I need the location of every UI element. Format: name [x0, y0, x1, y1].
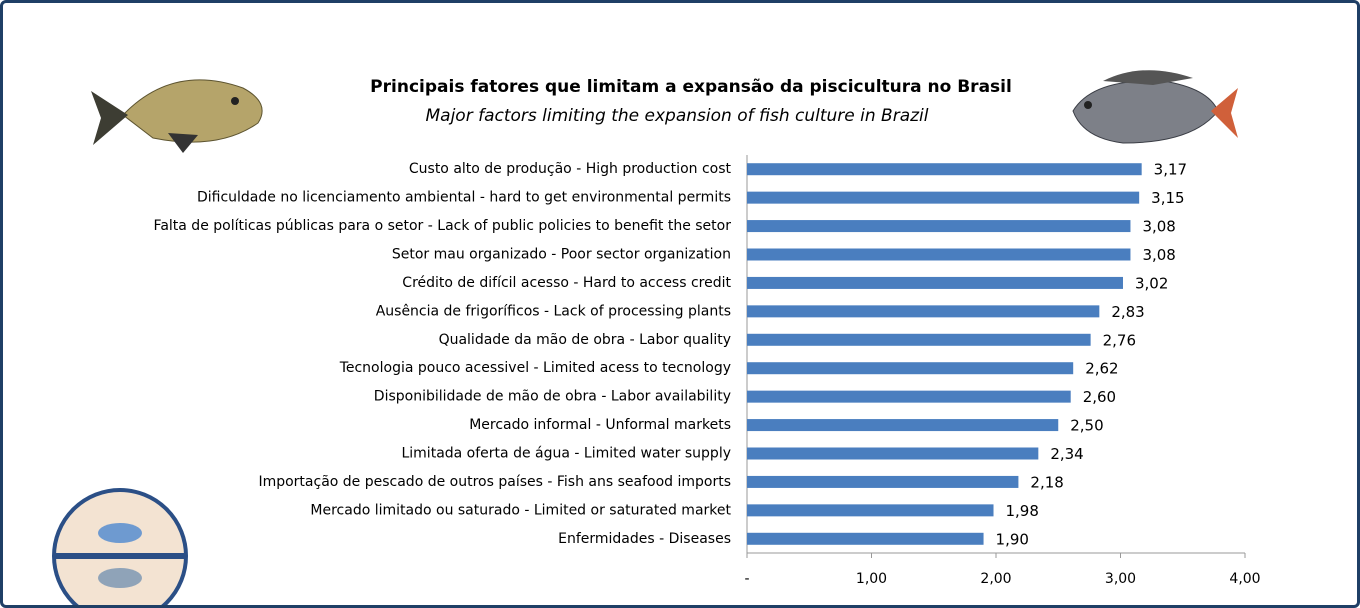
category-label: Disponibilidade de mão de obra - Labor a… [374, 389, 731, 405]
value-label: 3,08 [1142, 246, 1175, 264]
category-label: Custo alto de produção - High production… [409, 161, 732, 177]
category-label: Dificuldade no licenciamento ambiental -… [197, 190, 731, 206]
bar [747, 419, 1059, 432]
value-label: 3,15 [1151, 189, 1184, 207]
value-label: 2,18 [1030, 473, 1063, 491]
bar [747, 532, 984, 545]
category-label: Setor mau organizado - Poor sector organ… [392, 247, 731, 263]
value-label: 3,02 [1135, 274, 1168, 292]
bar [747, 362, 1074, 375]
bar [747, 248, 1131, 261]
x-tick-label: 1,00 [856, 571, 887, 587]
x-tick-label: 3,00 [1105, 571, 1136, 587]
x-tick-label: 2,00 [980, 571, 1011, 587]
x-tick-label: - [744, 571, 749, 587]
category-label: Limitada oferta de água - Limited water … [401, 446, 731, 462]
chart: Principais fatores que limitam a expansã… [52, 70, 1261, 605]
bar [747, 220, 1131, 233]
bar [747, 163, 1142, 176]
category-label: Importação de pescado de outros países -… [258, 474, 731, 490]
value-label: 2,62 [1085, 360, 1118, 378]
category-label: Enfermidades - Diseases [558, 531, 731, 547]
value-label: 1,90 [996, 530, 1029, 548]
value-label: 2,50 [1070, 417, 1103, 435]
bar [747, 191, 1140, 204]
fish-right-illustration [1072, 70, 1238, 144]
bar [747, 305, 1100, 318]
chart-title: Principais fatores que limitam a expansã… [370, 77, 1012, 97]
bar [747, 447, 1039, 460]
bar [747, 504, 994, 517]
x-tick-label: 4,00 [1229, 571, 1260, 587]
bar [747, 475, 1019, 488]
value-label: 2,60 [1083, 388, 1116, 406]
bar [747, 276, 1123, 289]
bar [747, 390, 1071, 403]
value-label: 3,17 [1154, 161, 1187, 179]
category-label: Mercado limitado ou saturado - Limited o… [310, 502, 731, 518]
value-label: 2,83 [1111, 303, 1144, 321]
category-label: Qualidade da mão de obra - Labor quality [439, 332, 731, 348]
value-label: 2,34 [1050, 445, 1083, 463]
fish-left-illustration [91, 79, 263, 153]
logo [52, 488, 188, 605]
value-label: 2,76 [1103, 331, 1136, 349]
category-label: Tecnologia pouco acessivel - Limited ace… [339, 360, 731, 376]
category-label: Falta de políticas públicas para o setor… [154, 218, 732, 234]
value-label: 3,08 [1142, 218, 1175, 236]
value-label: 1,98 [1006, 502, 1039, 520]
category-label: Mercado informal - Unformal markets [469, 417, 731, 433]
category-label: Ausência de frigoríficos - Lack of proce… [376, 303, 731, 319]
chart-subtitle: Major factors limiting the expansion of … [425, 106, 928, 126]
category-label: Crédito de difícil acesso - Hard to acce… [402, 275, 731, 291]
bar [747, 333, 1091, 346]
